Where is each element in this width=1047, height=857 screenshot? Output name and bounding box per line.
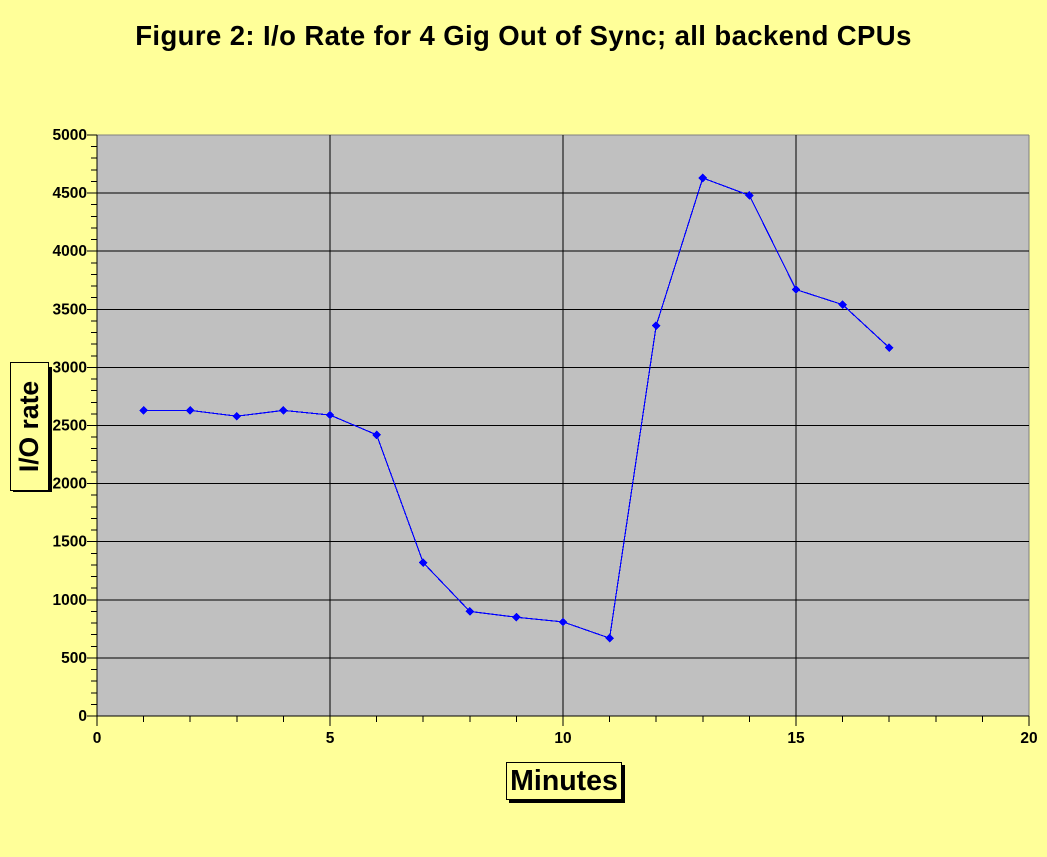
- svg-text:1500: 1500: [53, 534, 87, 551]
- svg-text:4500: 4500: [53, 185, 87, 202]
- svg-text:0: 0: [78, 708, 87, 725]
- svg-text:1000: 1000: [53, 592, 87, 609]
- svg-text:5000: 5000: [53, 127, 87, 144]
- svg-text:0: 0: [93, 730, 102, 747]
- svg-text:2000: 2000: [53, 476, 87, 493]
- svg-text:4000: 4000: [53, 243, 87, 260]
- svg-text:3500: 3500: [53, 301, 87, 318]
- svg-text:15: 15: [787, 730, 805, 747]
- svg-text:3000: 3000: [53, 359, 87, 376]
- svg-text:20: 20: [1020, 730, 1037, 747]
- svg-text:500: 500: [61, 650, 87, 667]
- svg-text:5: 5: [326, 730, 335, 747]
- svg-text:10: 10: [554, 730, 571, 747]
- svg-text:2500: 2500: [53, 418, 87, 435]
